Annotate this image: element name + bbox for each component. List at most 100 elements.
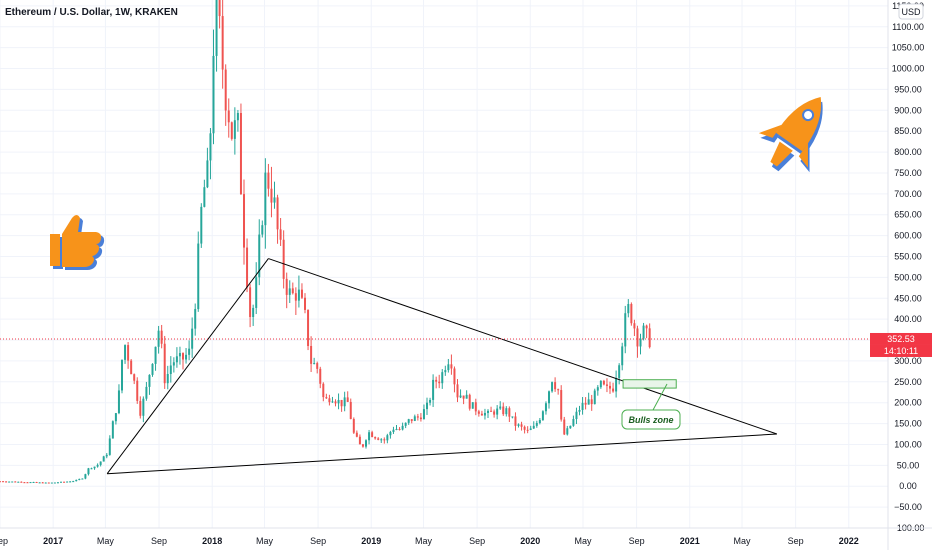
candle-body	[499, 406, 502, 409]
candle-body	[47, 482, 50, 484]
trendline-rising	[106, 258, 269, 474]
candle-body	[627, 304, 630, 314]
candle-body	[53, 482, 56, 484]
candle-body	[578, 409, 581, 412]
candle-body	[325, 397, 328, 399]
y-tick-label: 650.00	[894, 210, 922, 220]
time-axis[interactable]: Sep 2017 May Sep 2018 May Sep 2019 May Sep 2020 May…	[0, 527, 932, 546]
candle-body	[346, 397, 349, 402]
x-tick-label: May	[734, 536, 752, 546]
candle-body	[267, 172, 270, 189]
x-tick-label: Sep	[629, 536, 645, 546]
candle-body	[599, 380, 602, 388]
candle-body	[575, 411, 578, 420]
candle-body	[642, 325, 645, 339]
candle-body	[465, 394, 468, 399]
candle-body	[130, 360, 133, 375]
candle-body	[151, 363, 154, 375]
candle-body	[352, 418, 355, 433]
candle-body	[569, 425, 572, 429]
candle-body	[29, 482, 32, 484]
y-tick-label: 800.00	[894, 147, 922, 157]
candle-body	[197, 243, 200, 310]
candle-body	[169, 365, 172, 374]
price-axis[interactable]: −100.00−50.000.0050.00100.00150.00200.00…	[887, 0, 925, 550]
candle-body	[645, 325, 648, 329]
candle-body	[264, 172, 267, 226]
candle-body	[462, 395, 465, 399]
candle-body	[624, 313, 627, 347]
y-tick-label: 950.00	[894, 84, 922, 94]
candle-body	[17, 481, 20, 483]
candle-body	[182, 353, 185, 360]
y-tick-label: 450.00	[894, 293, 922, 303]
bulls-zone-box	[622, 379, 677, 389]
candle-body	[337, 399, 340, 404]
candle-body	[487, 410, 490, 413]
candle-body	[288, 288, 291, 295]
candle-body	[66, 481, 69, 483]
x-tick-label: May	[415, 536, 433, 546]
candle-body	[349, 401, 352, 419]
grid	[0, 0, 888, 529]
candle-body	[419, 417, 422, 420]
candle-body	[160, 330, 163, 344]
candle-body	[206, 160, 209, 188]
candle-body	[398, 428, 401, 430]
trendline-resistance	[268, 258, 778, 435]
candle-body	[148, 374, 151, 387]
candle-body	[426, 402, 429, 410]
candle-body	[258, 234, 261, 278]
candle-body	[334, 401, 337, 404]
candle-body	[23, 482, 26, 484]
y-tick-label: 200.00	[894, 398, 922, 408]
candle-body	[270, 188, 273, 203]
currency-button[interactable]: USD	[898, 3, 924, 20]
candle-body	[581, 402, 584, 410]
candle-body	[11, 481, 14, 483]
candle-body	[422, 409, 425, 420]
candle-body	[102, 456, 105, 462]
candle-body	[368, 432, 371, 441]
candle-body	[172, 362, 175, 366]
x-tick-label: Sep	[151, 536, 167, 546]
candle-body	[218, 0, 221, 17]
y-tick-label: 1000.00	[892, 64, 925, 74]
candle-body	[111, 421, 114, 439]
x-tick-label: Sep	[788, 536, 804, 546]
candle-body	[615, 377, 618, 392]
candle-body	[249, 287, 252, 318]
candle-body	[246, 247, 249, 288]
y-tick-label: 700.00	[894, 189, 922, 199]
candle-body	[93, 466, 96, 469]
trendlines	[106, 258, 778, 475]
candle-body	[69, 481, 72, 483]
y-tick-label: 300.00	[894, 356, 922, 366]
candle-body	[26, 482, 29, 484]
candle-body	[514, 416, 517, 426]
candle-body	[121, 359, 124, 391]
candle-body	[117, 390, 120, 414]
candle-body	[261, 225, 264, 235]
candle-body	[203, 187, 206, 207]
bar-countdown-label: 14:10:11	[884, 346, 918, 356]
candle-body	[493, 411, 496, 415]
candle-body	[221, 16, 224, 70]
candle-body	[541, 411, 544, 421]
candle-body	[285, 278, 288, 295]
candle-body	[87, 468, 90, 475]
candle-body	[163, 343, 166, 384]
candle-body	[331, 401, 334, 403]
candle-body	[84, 474, 87, 479]
candle-body	[410, 419, 413, 421]
candle-body	[212, 55, 215, 134]
candle-body	[215, 0, 218, 56]
candle-body	[44, 482, 47, 484]
candle-body	[32, 482, 35, 484]
candle-body	[209, 133, 212, 161]
candle-body	[483, 412, 486, 416]
candle-body	[590, 399, 593, 405]
candle-body	[618, 365, 621, 378]
candle-body	[392, 429, 395, 432]
